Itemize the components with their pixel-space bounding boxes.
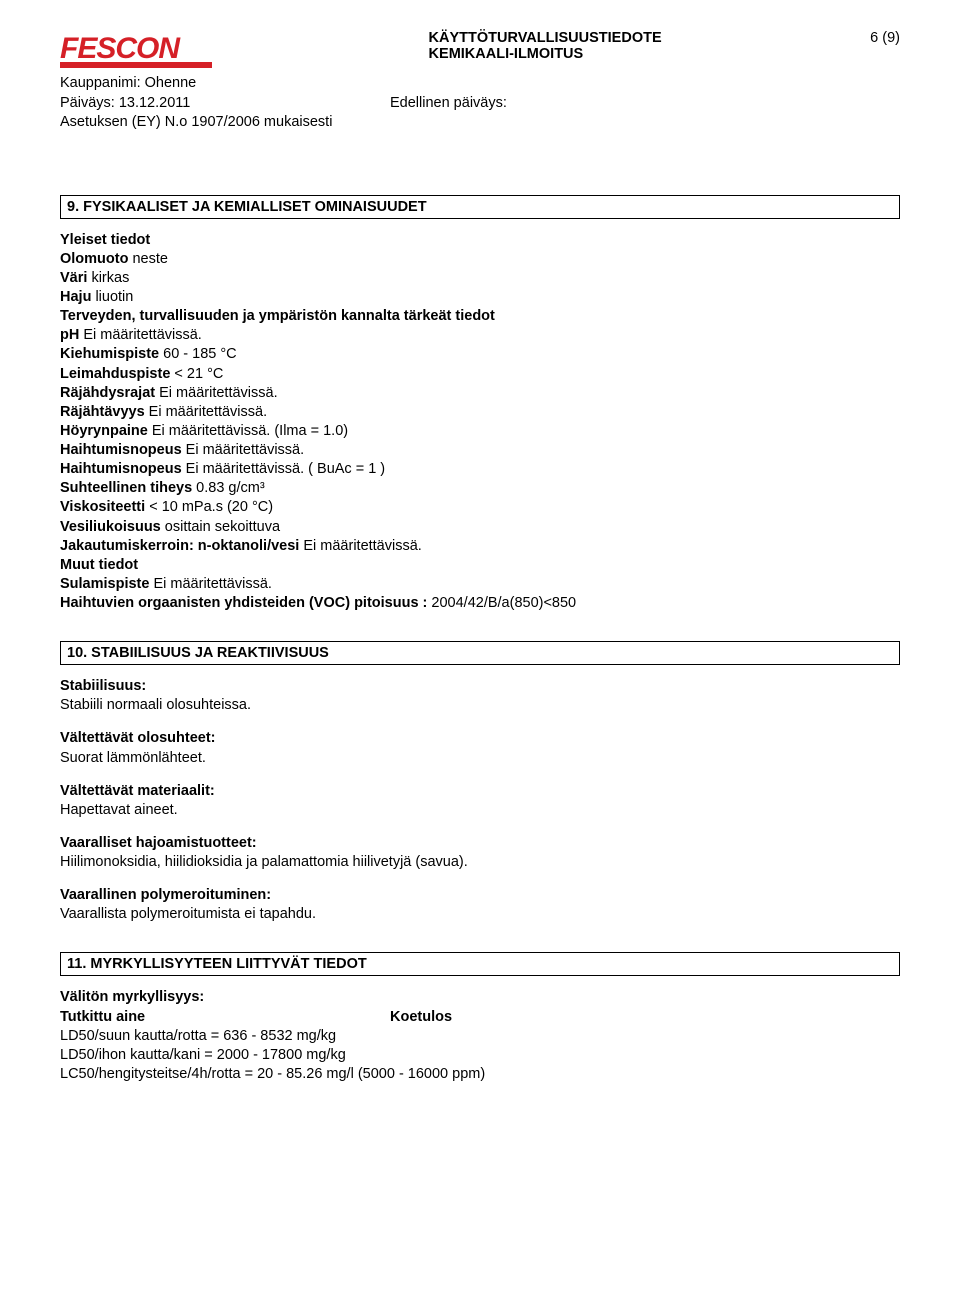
terveys-heading: Terveyden, turvallisuuden ja ympäristön …	[60, 308, 495, 324]
rajahtavyys-value: Ei määritettävissä.	[145, 404, 268, 420]
rajahtavyys-label: Räjähtävyys	[60, 404, 145, 420]
viskositeetti-label: Viskositeetti	[60, 499, 145, 515]
page-number: 6 (9)	[870, 30, 900, 46]
hoyrynpaine-label: Höyrynpaine	[60, 423, 148, 439]
vaaralliset-hajoamistuotteet-label: Vaaralliset hajoamistuotteet:	[60, 834, 900, 853]
haihtumisnopeus1-value: Ei määritettävissä.	[182, 442, 305, 458]
leimahduspiste-label: Leimahduspiste	[60, 366, 170, 382]
valtettavat-materiaalit-label: Vältettävät materiaalit:	[60, 782, 900, 801]
voc-label: Haihtuvien orgaanisten yhdisteiden (VOC)…	[60, 595, 427, 611]
company-logo: FESCON	[60, 30, 220, 70]
paivays: Päiväys: 13.12.2011	[60, 94, 390, 114]
section-10-body: Stabiilisuus: Stabiili normaali olosuhte…	[60, 677, 900, 924]
vaarallinen-polymeroituminen-label: Vaarallinen polymeroituminen:	[60, 886, 900, 905]
ph-value: Ei määritettävissä.	[79, 327, 202, 343]
haihtumisnopeus1-label: Haihtumisnopeus	[60, 442, 182, 458]
tutkittu-aine-label: Tutkittu aine	[60, 1009, 145, 1025]
haju-label: Haju	[60, 289, 91, 305]
valiton-myrkyllisyys-label: Välitön myrkyllisyys:	[60, 988, 900, 1007]
muut-tiedot: Muut tiedot	[60, 557, 138, 573]
rajahdysrajat-label: Räjähdysrajat	[60, 385, 155, 401]
viskositeetti-value: < 10 mPa.s (20 °C)	[145, 499, 273, 515]
doc-title-2: KEMIKAALI-ILMOITUS	[429, 46, 662, 62]
kiehumispiste-label: Kiehumispiste	[60, 346, 159, 362]
vesiliukoisuus-label: Vesiliukoisuus	[60, 519, 161, 535]
ph-label: pH	[60, 327, 79, 343]
olomuoto-value: neste	[128, 251, 168, 267]
ld50-suun: LD50/suun kautta/rotta = 636 - 8532 mg/k…	[60, 1027, 900, 1046]
page-header: FESCON KÄYTTÖTURVALLISUUSTIEDOTE KEMIKAA…	[60, 30, 900, 72]
haihtumisnopeus2-label: Haihtumisnopeus	[60, 461, 182, 477]
voc-value: 2004/42/B/a(850)<850	[427, 595, 576, 611]
section-11-body: Välitön myrkyllisyys: Tutkittu aine Koet…	[60, 988, 900, 1084]
haju-value: liuotin	[91, 289, 133, 305]
yleiset-tiedot: Yleiset tiedot	[60, 232, 150, 248]
doc-title-1: KÄYTTÖTURVALLISUUSTIEDOTE	[429, 30, 662, 46]
lc50-hengitys: LC50/hengitysteitse/4h/rotta = 20 - 85.2…	[60, 1065, 900, 1084]
haihtumisnopeus2-value: Ei määritettävissä. ( BuAc = 1 )	[182, 461, 385, 477]
koetulos-label: Koetulos	[390, 1009, 452, 1025]
vari-label: Väri	[60, 270, 87, 286]
vesiliukoisuus-value: osittain sekoittuva	[161, 519, 280, 535]
sulamispiste-value: Ei määritettävissä.	[149, 576, 272, 592]
leimahduspiste-value: < 21 °C	[170, 366, 223, 382]
section-11-heading: 11. MYRKYLLISYYTEEN LIITTYVÄT TIEDOT	[60, 952, 900, 976]
vari-value: kirkas	[87, 270, 129, 286]
jakautumiskerroin-value: Ei määritettävissä.	[299, 538, 422, 554]
hoyrynpaine-value: Ei määritettävissä. (Ilma = 1.0)	[148, 423, 348, 439]
vaaralliset-hajoamistuotteet-value: Hiilimonoksidia, hiilidioksidia ja palam…	[60, 853, 900, 872]
suhteellinen-tiheys-label: Suhteellinen tiheys	[60, 480, 192, 496]
sulamispiste-label: Sulamispiste	[60, 576, 149, 592]
header-meta: Kauppanimi: Ohenne Päiväys: 13.12.2011 E…	[60, 74, 900, 133]
kiehumispiste-value: 60 - 185 °C	[159, 346, 237, 362]
valtettavat-olosuhteet-label: Vältettävät olosuhteet:	[60, 729, 900, 748]
section-10-heading: 10. STABIILISUUS JA REAKTIIVISUUS	[60, 641, 900, 665]
rajahdysrajat-value: Ei määritettävissä.	[155, 385, 278, 401]
asetus: Asetuksen (EY) N.o 1907/2006 mukaisesti	[60, 113, 900, 133]
edellinen-paivays: Edellinen päiväys:	[390, 94, 507, 114]
olomuoto-label: Olomuoto	[60, 251, 128, 267]
stabiilisuus-value: Stabiili normaali olosuhteissa.	[60, 696, 900, 715]
suhteellinen-tiheys-value: 0.83 g/cm³	[192, 480, 265, 496]
valtettavat-olosuhteet-value: Suorat lämmönlähteet.	[60, 749, 900, 768]
jakautumiskerroin-label: Jakautumiskerroin: n-oktanoli/vesi	[60, 538, 299, 554]
ld50-ihon: LD50/ihon kautta/kani = 2000 - 17800 mg/…	[60, 1046, 900, 1065]
vaarallinen-polymeroituminen-value: Vaarallista polymeroitumista ei tapahdu.	[60, 905, 900, 924]
stabiilisuus-label: Stabiilisuus:	[60, 677, 900, 696]
kauppanimi: Kauppanimi: Ohenne	[60, 74, 900, 94]
valtettavat-materiaalit-value: Hapettavat aineet.	[60, 801, 900, 820]
section-9-heading: 9. FYSIKAALISET JA KEMIALLISET OMINAISUU…	[60, 195, 900, 219]
svg-text:FESCON: FESCON	[60, 32, 181, 65]
section-9-body: Yleiset tiedot Olomuoto neste Väri kirka…	[60, 231, 900, 614]
